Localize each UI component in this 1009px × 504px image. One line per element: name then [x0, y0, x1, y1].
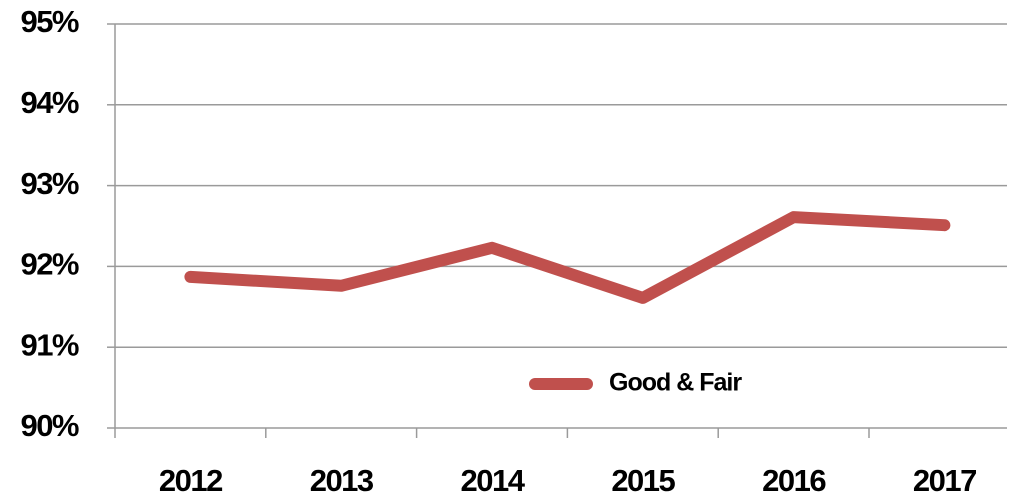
y-tick-label: 90% [20, 408, 78, 443]
x-tick-label: 2012 [159, 463, 222, 498]
x-tick-label: 2015 [611, 463, 675, 498]
x-tick-label: 2013 [310, 463, 374, 498]
y-tick-label: 92% [20, 247, 78, 282]
x-tick-label: 2017 [913, 463, 976, 498]
y-tick-label: 95% [20, 4, 78, 39]
x-tick-label: 2014 [461, 463, 526, 498]
line [184, 211, 951, 304]
legend-label: Good & Fair [609, 369, 742, 397]
y-tick-label: 93% [20, 166, 78, 201]
x-tick-label: 2016 [762, 463, 826, 498]
y-tick-label: 91% [20, 327, 78, 362]
y-tick-label: 94% [20, 85, 78, 120]
